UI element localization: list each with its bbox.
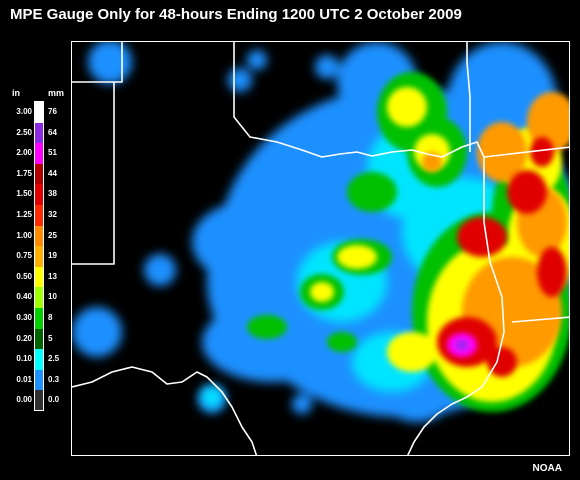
legend-swatch [35,163,44,185]
legend-swatch [35,246,44,267]
legend-unit-in: in [12,88,20,98]
legend-swatch [35,266,44,288]
legend-label-mm: 51 [48,148,57,158]
legend-swatch [35,225,44,247]
legend-label-in: 0.01 [16,374,32,384]
legend-label-in: 0.20 [16,333,32,343]
legend-label-in: 2.00 [16,148,32,158]
legend-label-in: 2.50 [16,127,32,137]
legend-swatch [35,328,44,350]
legend-label-in: 1.25 [16,210,32,219]
legend-label-in: 1.00 [16,230,32,240]
legend-unit-mm: mm [48,88,65,98]
legend-swatch [35,308,44,329]
legend-swatch [35,390,44,411]
legend-label-in: 3.00 [16,107,32,116]
legend-label-in: 0.00 [16,395,32,405]
credit-label: NOAA [532,463,562,474]
legend-label-mm: 5 [48,333,53,343]
state-borders [72,42,569,455]
legend-label-mm: 2.5 [48,354,60,364]
legend-swatch [35,205,44,226]
precipitation-map [71,41,570,456]
legend-label-in: 1.50 [16,189,32,199]
legend-label-mm: 8 [48,313,53,322]
legend-label-mm: 0.0 [48,395,60,405]
legend-label-mm: 32 [48,210,57,219]
legend-swatch [35,122,44,144]
legend-label-mm: 25 [48,230,57,240]
legend-label-mm: 76 [48,107,57,116]
legend-label-in: 0.30 [16,313,32,322]
legend-label-in: 1.75 [16,168,32,178]
precip-layer-red [437,137,567,377]
precip-layer-magenta [447,333,477,357]
legend-label-mm: 64 [48,127,57,137]
legend-label-mm: 38 [48,189,57,199]
map-canvas [72,42,569,455]
legend-swatch [35,369,44,391]
legend-swatch [35,349,44,370]
legend-swatch [35,184,44,205]
legend-label-mm: 10 [48,292,57,302]
legend-label-mm: 0.3 [48,374,60,384]
legend-swatch [35,143,44,164]
legend-label-in: 0.10 [16,354,32,364]
legend-label-mm: 19 [48,251,57,261]
legend-label-in: 0.50 [16,271,32,281]
legend-label-mm: 44 [48,168,57,178]
legend-label-in: 0.40 [16,292,32,302]
legend-label-mm: 13 [48,271,57,281]
map-title: MPE Gauge Only for 48-hours Ending 1200 … [10,6,462,23]
legend-swatch [35,287,44,308]
legend-swatch [35,102,44,123]
legend-label-in: 0.75 [16,251,32,261]
